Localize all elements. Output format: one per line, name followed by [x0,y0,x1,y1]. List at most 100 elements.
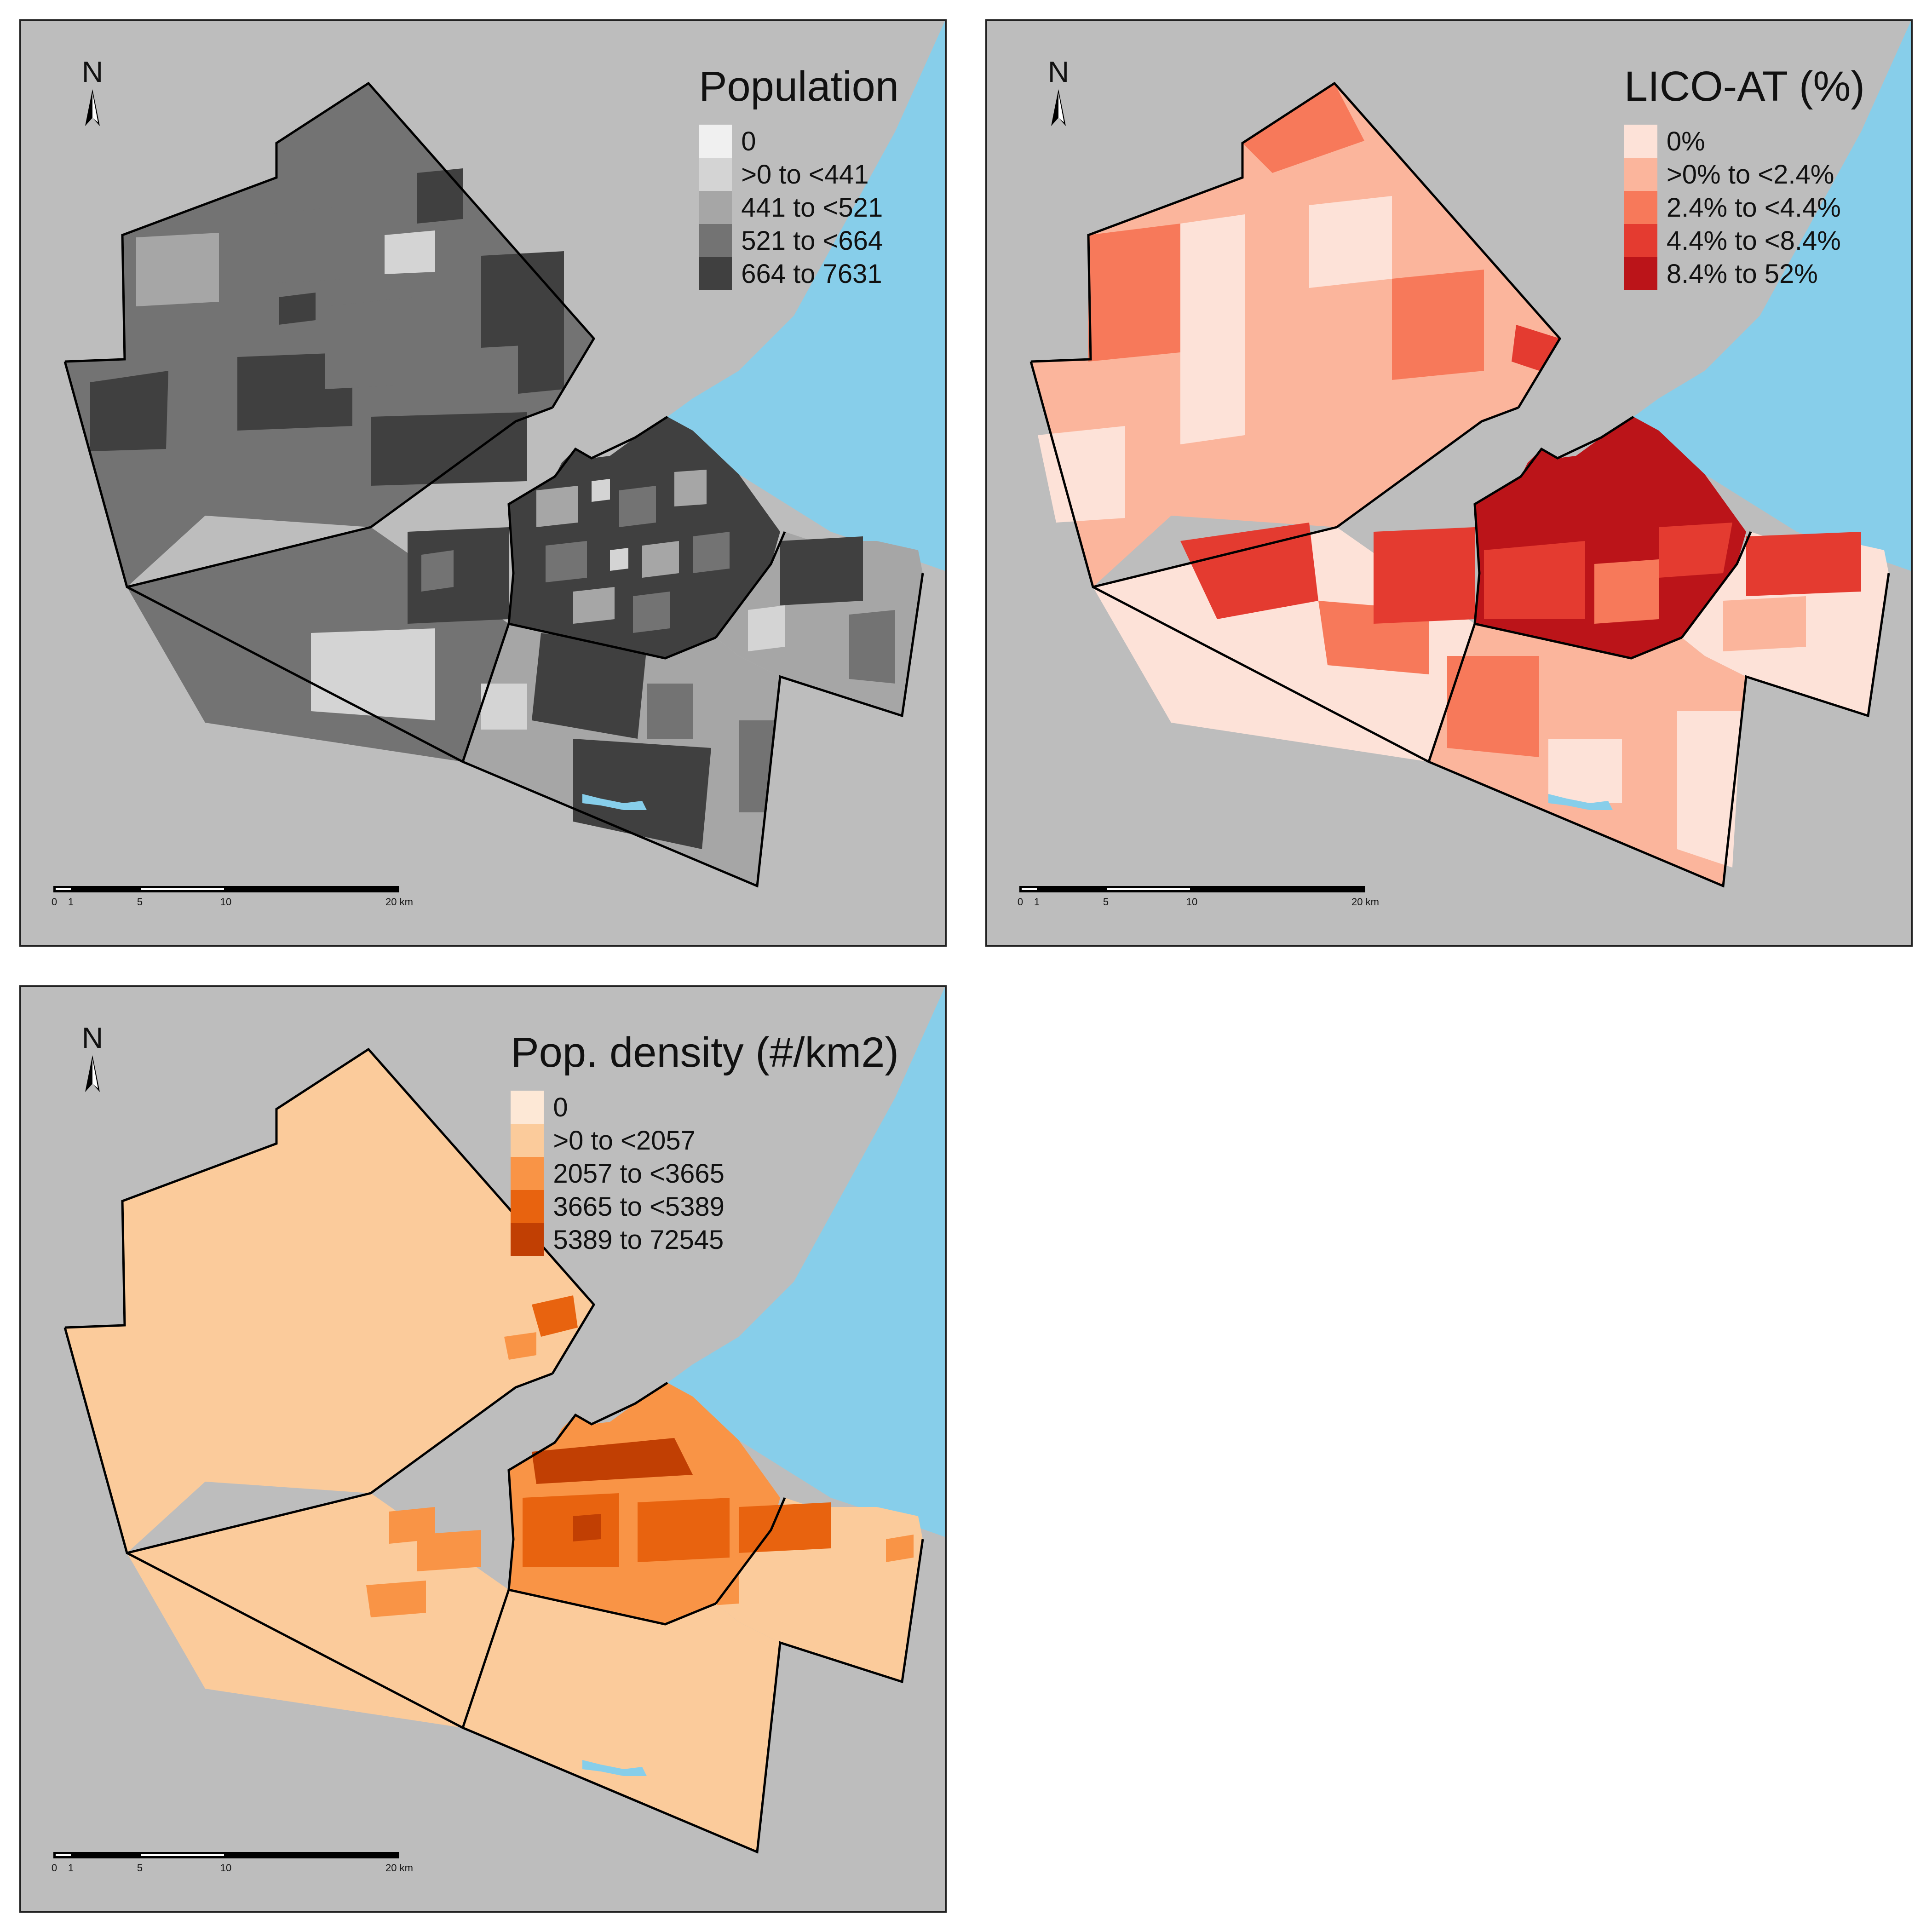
scale-bar-graphic [53,1852,399,1858]
lico-map-panel: N LICO-AT (%) 0% >0% to <2.4% 2.4% to <4… [985,19,1913,947]
legend-swatch [699,191,732,224]
scale-tick: 20 km [385,896,413,908]
scale-tick: 1 [68,896,74,908]
municipality-north [65,83,594,587]
scale-tick: 0 [51,1862,58,1874]
legend-swatch [1624,125,1657,158]
scale-tick: 1 [1034,896,1040,908]
north-arrow: N [1042,57,1075,126]
municipality-east [1682,532,1889,716]
scale-bar-graphic [1019,886,1365,892]
legend-title: LICO-AT (%) [1624,63,1865,110]
legend-swatch [1624,257,1657,290]
north-label: N [81,1021,104,1054]
legend-label: 0% [1666,126,1705,156]
lake-water [1633,21,1911,571]
legend-swatch [1624,158,1657,191]
legend-swatch [511,1091,544,1124]
density-legend: Pop. density (#/km2) 0 >0 to <2057 2057 … [511,1029,899,1256]
population-legend: Population 0 >0 to <441 441 to <521 521 … [699,63,899,290]
reservoir-water [1548,794,1613,810]
legend-item: 0 [511,1091,899,1124]
scale-tick: 5 [137,1862,143,1874]
municipality-south [463,624,780,886]
municipality-south [1429,624,1746,886]
legend-label: 5389 to 72545 [553,1225,724,1255]
scale-tick: 1 [68,1862,74,1874]
legend-label: 4.4% to <8.4% [1666,225,1841,256]
legend-swatch [511,1124,544,1157]
legend-swatch [511,1223,544,1256]
legend-swatch [511,1190,544,1223]
scale-tick: 20 km [1351,896,1379,908]
scale-tick: 5 [137,896,143,908]
municipality-north [65,1049,594,1553]
legend-label: >0 to <441 [741,159,869,190]
lake-water [667,987,945,1537]
legend-label: 441 to <521 [741,192,883,223]
legend-item: >0% to <2.4% [1624,158,1865,191]
legend-swatch [1624,224,1657,257]
scale-bar: 0 1 5 10 20 km [51,886,413,910]
scale-tick: 10 [220,896,232,908]
legend-swatch [699,125,732,158]
legend-item: 0% [1624,125,1865,158]
north-arrow-icon [85,1055,100,1092]
legend-label: 521 to <664 [741,225,883,256]
lico-map [1029,21,1911,888]
north-arrow: N [76,1023,109,1092]
legend-item: 664 to 7631 [699,257,899,290]
legend-swatch [699,224,732,257]
scale-bar: 0 1 5 10 20 km [51,1852,413,1876]
population-map [63,21,945,888]
legend-item: 0 [699,125,899,158]
scale-bar-graphic [53,886,399,892]
municipality-south [463,1590,780,1852]
legend-swatch [1624,191,1657,224]
density-map [63,987,945,1854]
scale-tick: 5 [1103,896,1109,908]
legend-label: >0% to <2.4% [1666,159,1834,190]
municipal-boundaries [63,1047,924,1854]
reservoir-water [582,1760,647,1776]
legend-title: Population [699,63,899,110]
municipal-boundaries [1029,81,1890,888]
municipality-east [716,532,923,716]
legend-items: 0 >0 to <441 441 to <521 521 to <664 664… [699,125,899,290]
north-label: N [1047,55,1070,88]
municipality-north [1031,83,1560,587]
lico-legend: LICO-AT (%) 0% >0% to <2.4% 2.4% to <4.4… [1624,63,1865,290]
scale-tick: 10 [1186,896,1198,908]
legend-items: 0% >0% to <2.4% 2.4% to <4.4% 4.4% to <8… [1624,125,1865,290]
legend-item: 4.4% to <8.4% [1624,224,1865,257]
scale-tick: 10 [220,1862,232,1874]
municipality-urban-core [509,1383,780,1624]
north-arrow: N [76,57,109,126]
legend-label: 8.4% to 52% [1666,259,1818,289]
scale-tick: 0 [51,896,58,908]
legend-label: 3665 to <5389 [553,1191,724,1222]
scale-tick: 20 km [385,1862,413,1874]
legend-label: 2.4% to <4.4% [1666,192,1841,223]
municipality-west [1093,523,1475,762]
legend-item: 3665 to <5389 [511,1190,899,1223]
legend-swatch [511,1157,544,1190]
north-label: N [81,55,104,88]
north-arrow-icon [85,89,100,126]
legend-items: 0 >0 to <2057 2057 to <3665 3665 to <538… [511,1091,899,1256]
legend-swatch [699,158,732,191]
legend-label: 2057 to <3665 [553,1158,724,1189]
population-map-panel: N Population 0 >0 to <441 441 to <521 52… [19,19,947,947]
legend-label: 664 to 7631 [741,259,882,289]
municipality-east [674,1498,923,1682]
legend-label: 0 [553,1092,568,1122]
scale-tick: 0 [1017,896,1024,908]
municipality-urban-core [1475,417,1746,658]
legend-item: 5389 to 72545 [511,1223,899,1256]
municipal-boundaries [63,81,924,888]
legend-item: >0 to <2057 [511,1124,899,1157]
legend-label: >0 to <2057 [553,1125,696,1156]
legend-label: 0 [741,126,756,156]
lake-water [667,21,945,571]
municipality-west [127,1493,509,1728]
